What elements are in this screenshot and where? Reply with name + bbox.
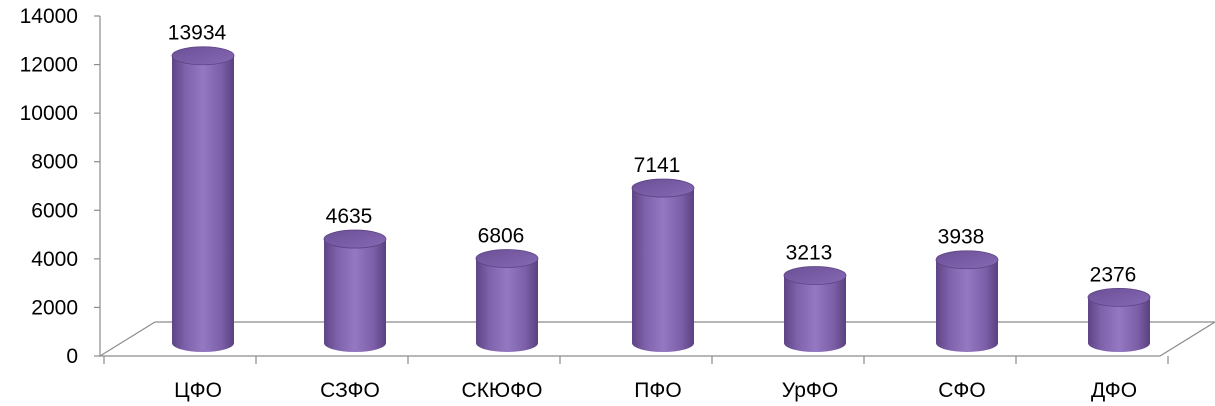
bar-top — [475, 249, 539, 268]
labels: 0 2000 4000 6000 8000 10000 12000 14000 13934 ЦФО… — [20, 5, 1137, 402]
x-category-label: СЗФО — [320, 379, 380, 402]
y-tick-label: 10000 — [20, 102, 78, 125]
data-label: 7141 — [634, 154, 681, 177]
bar-СКЮФО — [475, 249, 539, 352]
x-category-label: ПФО — [634, 379, 681, 402]
x-category-label: УрФО — [782, 379, 838, 402]
x-category-label: ЦФО — [174, 379, 222, 402]
y-tick-label: 14000 — [20, 5, 78, 28]
bar-ПФО — [631, 178, 695, 352]
bar-body — [476, 258, 538, 352]
bar-body — [1088, 297, 1150, 352]
bar-СЗФО — [323, 229, 387, 352]
x-category-label: СКЮФО — [462, 379, 543, 402]
x-category-label: СФО — [938, 379, 985, 402]
data-label: 3938 — [938, 226, 985, 249]
bar-top — [935, 250, 999, 270]
data-label: 13934 — [168, 22, 227, 45]
bar-ЦФО — [171, 46, 235, 352]
data-label: 6806 — [478, 225, 525, 248]
bar-top — [631, 178, 695, 198]
y-tick-label: 2000 — [31, 296, 78, 319]
bar-ДФО — [1087, 287, 1151, 352]
y-tick-label: 6000 — [31, 199, 78, 222]
bar-body — [324, 239, 386, 352]
data-label: 2376 — [1090, 263, 1137, 286]
x-category-label: ДФО — [1091, 379, 1137, 402]
bar-top — [171, 46, 235, 66]
bar-top — [323, 229, 387, 249]
bar-top — [1087, 287, 1151, 307]
y-tick-label: 4000 — [31, 248, 78, 271]
bar-УрФО — [783, 266, 847, 352]
bar-top — [783, 266, 847, 285]
bar-body — [632, 188, 694, 352]
bar-body — [936, 259, 998, 352]
bar-body — [172, 55, 234, 352]
data-label: 3213 — [786, 242, 833, 265]
bar-СФО — [935, 250, 999, 352]
y-tick-label: 0 — [66, 345, 78, 368]
y-tick-label: 12000 — [20, 54, 78, 77]
bars — [171, 46, 1151, 352]
y-tick-label: 8000 — [31, 151, 78, 174]
data-label: 4635 — [326, 205, 373, 228]
bar-body — [784, 275, 846, 352]
